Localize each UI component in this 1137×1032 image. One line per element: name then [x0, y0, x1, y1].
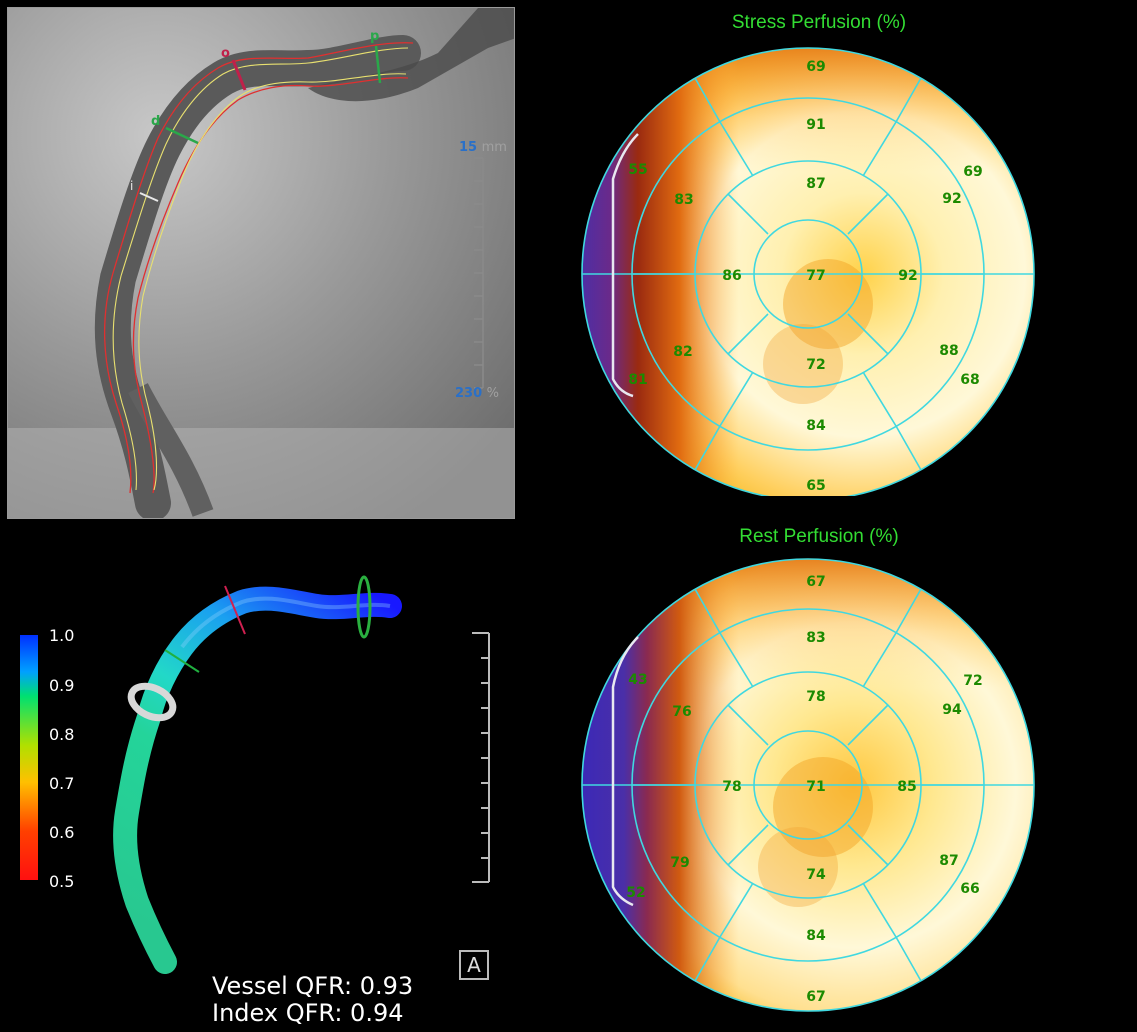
- rest-seg-1: 67: [806, 574, 825, 590]
- rest-perfusion-title: Rest Perfusion (%): [739, 526, 899, 547]
- rest-segment-grid: [581, 558, 1035, 1012]
- stress-seg-13: 87: [806, 176, 825, 192]
- stress-seg-3: 68: [960, 372, 979, 388]
- stress-seg-12: 83: [674, 192, 693, 208]
- marker-3d-p[interactable]: [356, 575, 372, 639]
- stress-seg-2: 69: [963, 164, 982, 180]
- rest-polar-map[interactable]: 67 72 66 67 52 43 83 94 87 84 79 76 78 8…: [578, 547, 1038, 1017]
- marker-i-label: i: [130, 179, 133, 193]
- marker-d-line[interactable]: [165, 126, 199, 145]
- rest-seg-3: 66: [960, 881, 979, 897]
- stress-defect-bracket: [611, 133, 639, 398]
- colorbar-label-0.9: 0.9: [49, 676, 75, 695]
- stress-seg-15: 72: [806, 357, 825, 373]
- angio-scale-top-unit: mm: [481, 140, 507, 155]
- view-orientation-button[interactable]: A: [459, 950, 489, 980]
- vessel-3d-panel[interactable]: 1.0 0.9 0.8 0.7 0.6 0.5 A Vessel QFR: 0.…: [7, 522, 517, 1027]
- stress-segment-grid: [581, 47, 1035, 496]
- rest-seg-17: 71: [806, 779, 825, 795]
- vessel-3d-model: [113, 586, 402, 974]
- index-qfr-value: Index QFR: 0.94: [212, 999, 404, 1027]
- stress-polar-map[interactable]: 69 69 68 65 81 55 91 92 88 84 82 83 87 9…: [578, 34, 1038, 496]
- angiogram-image: p o d i: [8, 8, 514, 518]
- vessel-3d-render: [20, 575, 490, 974]
- marker-i-line[interactable]: [139, 192, 159, 202]
- marker-d-label: d: [151, 114, 160, 129]
- angio-scale-top: 15 mm: [459, 140, 507, 155]
- marker-3d-o[interactable]: [224, 585, 246, 635]
- marker-p-line[interactable]: [374, 45, 382, 84]
- marker-o-line[interactable]: [231, 59, 247, 91]
- marker-o-label: o: [221, 46, 230, 61]
- stress-seg-9: 88: [939, 343, 958, 359]
- angio-scale-top-value: 15: [459, 140, 478, 155]
- rest-seg-16: 78: [722, 779, 741, 795]
- rest-seg-6: 43: [628, 672, 647, 688]
- angio-scale-bottom: 230 %: [455, 386, 499, 401]
- rest-seg-11: 79: [670, 855, 689, 871]
- rest-seg-10: 84: [806, 928, 826, 944]
- colorbar-label-0.8: 0.8: [49, 725, 75, 744]
- marker-p-label: p: [370, 29, 379, 44]
- marker-3d-d[interactable]: [164, 649, 200, 673]
- rest-seg-5: 52: [626, 885, 645, 901]
- stress-seg-11: 82: [673, 344, 692, 360]
- angio-scale-bottom-value: 230: [455, 386, 483, 401]
- stress-seg-16: 86: [722, 268, 741, 284]
- stress-perfusion-title: Stress Perfusion (%): [731, 12, 907, 33]
- stress-seg-6: 55: [628, 162, 647, 178]
- stress-seg-4: 65: [806, 478, 825, 494]
- rest-seg-4: 67: [806, 989, 825, 1005]
- colorbar-label-1.0: 1.0: [49, 626, 75, 645]
- polar-maps-panel: Stress Perfusion (%): [520, 0, 1137, 1032]
- angio-scale-bottom-unit: %: [486, 386, 500, 401]
- stress-seg-1: 69: [806, 59, 825, 75]
- vessel-qfr-value: Vessel QFR: 0.93: [212, 972, 414, 1000]
- colorbar-label-0.7: 0.7: [49, 774, 75, 793]
- stress-seg-8: 92: [942, 191, 961, 207]
- angiogram-panel[interactable]: p o d i 15 mm 230 %: [7, 7, 515, 519]
- qfr-colorbar: [20, 635, 38, 880]
- rest-seg-14: 85: [897, 779, 916, 795]
- rest-seg-2: 72: [963, 673, 982, 689]
- stress-seg-14: 92: [898, 268, 917, 284]
- model3d-scale-ticks: [472, 632, 489, 883]
- marker-3d-i[interactable]: [126, 680, 178, 724]
- stress-seg-17: 77: [806, 268, 825, 284]
- colorbar-label-0.6: 0.6: [49, 823, 75, 842]
- stress-seg-10: 84: [806, 418, 826, 434]
- rest-defect-bracket: [611, 636, 639, 907]
- stress-seg-7: 91: [806, 117, 825, 133]
- rest-seg-9: 87: [939, 853, 958, 869]
- rest-seg-8: 94: [942, 702, 962, 718]
- rest-seg-15: 74: [806, 867, 826, 883]
- rest-seg-7: 83: [806, 630, 825, 646]
- rest-seg-12: 76: [672, 704, 691, 720]
- view-orientation-label: A: [467, 953, 481, 977]
- angio-scale-ticks: [474, 157, 483, 389]
- colorbar-label-0.5: 0.5: [49, 872, 75, 891]
- stress-seg-5: 81: [628, 372, 647, 388]
- rest-seg-13: 78: [806, 689, 825, 705]
